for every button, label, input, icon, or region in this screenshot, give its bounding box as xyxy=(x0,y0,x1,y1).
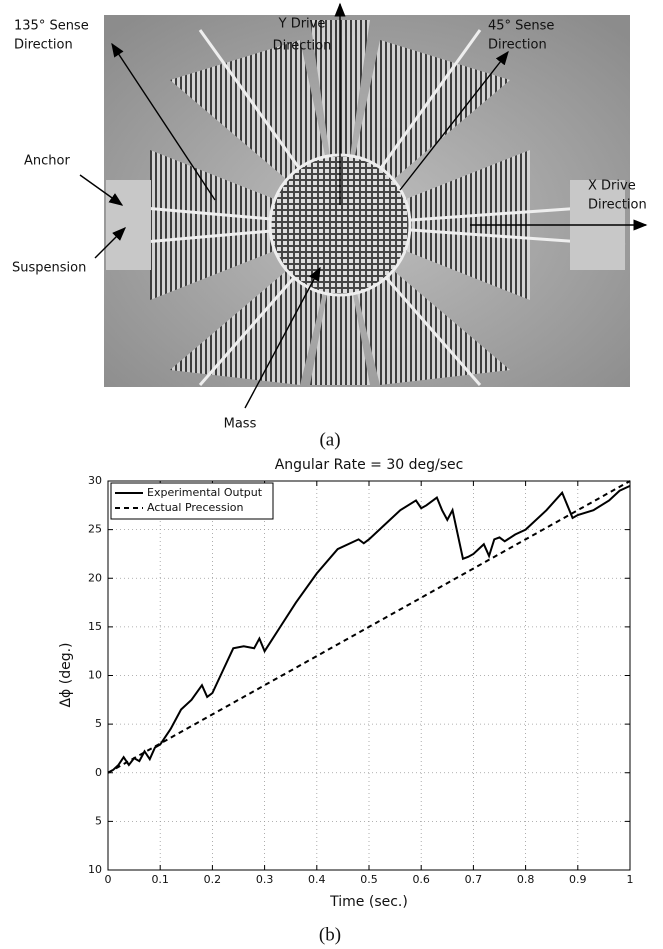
y-tick-label: 20 xyxy=(88,571,102,584)
y-tick-label: 25 xyxy=(88,523,102,536)
x-tick-label: 1 xyxy=(627,873,634,886)
label: 45° Sense xyxy=(488,19,554,34)
x-axis-label: Time (sec.) xyxy=(329,894,408,910)
label: Direction xyxy=(273,39,332,54)
label: Direction xyxy=(588,198,647,213)
caption: (a) xyxy=(319,429,340,450)
y-tick-label: 5 xyxy=(95,717,102,730)
label: 135° Sense xyxy=(14,19,89,34)
x-tick-label: 0.3 xyxy=(256,873,274,886)
y-tick-label: 10 xyxy=(88,863,102,876)
data-line xyxy=(107,480,631,774)
x-tick-label: 0.5 xyxy=(360,873,378,886)
arrows xyxy=(79,2,648,409)
label: Y Drive xyxy=(278,17,326,32)
x-tick-label: 0.8 xyxy=(517,873,535,886)
plot-frame xyxy=(107,480,631,871)
x-tick-label: 0.6 xyxy=(412,873,430,886)
x-tick-label: 0.2 xyxy=(204,873,222,886)
x-tick-label: 0.1 xyxy=(151,873,169,886)
y-tick-label: 30 xyxy=(88,474,102,487)
legend-label: Experimental Output xyxy=(147,486,263,499)
y-tick-label: 0 xyxy=(95,766,102,779)
y-axis-label: Δϕ (deg.) xyxy=(58,642,74,707)
x-tick-label: 0 xyxy=(105,873,112,886)
y-tick-label: 15 xyxy=(88,620,102,633)
legend-box xyxy=(110,482,274,520)
label: Suspension xyxy=(12,261,86,276)
y-tick-label: 10 xyxy=(88,669,102,682)
label: X Drive xyxy=(588,179,636,194)
x-tick-label: 0.9 xyxy=(569,873,587,886)
x-tick-label: 0.4 xyxy=(308,873,326,886)
y-tick-label: 5 xyxy=(95,814,102,827)
caption: (b) xyxy=(319,924,341,945)
label: Direction xyxy=(488,38,547,53)
panel-a-labels: 135° Sense Direction Y Drive Direction 4… xyxy=(12,17,647,451)
chart-title: Angular Rate = 30 deg/sec xyxy=(275,457,464,473)
sem-image xyxy=(104,15,630,387)
label: Anchor xyxy=(24,154,70,169)
label: Direction xyxy=(14,38,73,53)
legend-label: Actual Precession xyxy=(147,501,244,514)
x-tick-label: 0.7 xyxy=(465,873,483,886)
label: Mass xyxy=(224,417,257,432)
